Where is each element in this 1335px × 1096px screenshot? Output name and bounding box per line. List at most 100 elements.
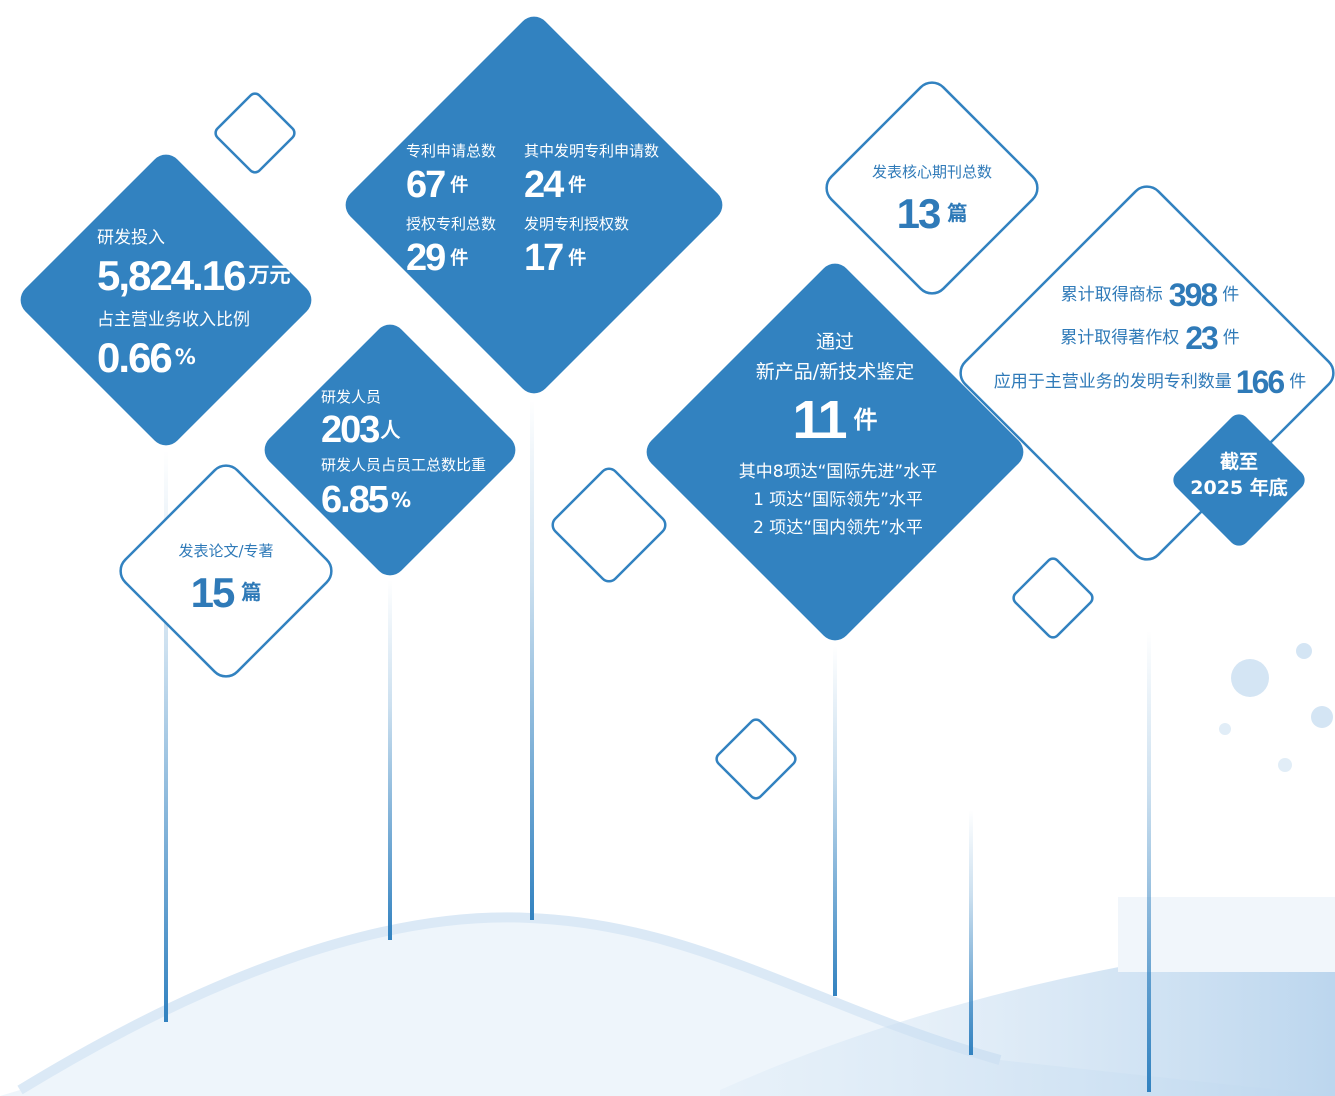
wave bbox=[0, 917, 1335, 1096]
count-line: 203 人 bbox=[321, 409, 401, 451]
label: 应用于主营业务的发明专利数量 bbox=[994, 372, 1232, 392]
diamond bbox=[214, 92, 296, 174]
label: 研发人员占员工总数比重 bbox=[321, 456, 486, 474]
detail: 1 项达“国际领先”水平 bbox=[753, 490, 923, 510]
label: 发表论文/专著 bbox=[178, 542, 273, 560]
value-line: 24 件 bbox=[524, 164, 586, 206]
unit: 人 bbox=[380, 418, 401, 442]
diamonds bbox=[20, 16, 1335, 800]
value: 67 bbox=[406, 164, 445, 206]
diamond bbox=[345, 16, 723, 394]
unit: % bbox=[391, 488, 411, 512]
label: 累计取得著作权 bbox=[1060, 328, 1179, 348]
diamond bbox=[825, 81, 1039, 295]
line: 新产品/新技术鉴定 bbox=[756, 361, 914, 383]
stem bbox=[388, 580, 392, 940]
dot bbox=[1311, 706, 1333, 728]
value-line: 13 篇 bbox=[897, 190, 968, 237]
diamond bbox=[119, 464, 333, 678]
value: 23 bbox=[1185, 320, 1218, 356]
diamond bbox=[1173, 414, 1305, 546]
unit: 篇 bbox=[240, 580, 261, 604]
ip: 累计取得商标 398 件 累计取得著作权 23 件 应用于主营业务的发明专利数量 166 件 bbox=[994, 277, 1306, 400]
label: 发明专利授权数 bbox=[524, 215, 629, 233]
ip-line: 应用于主营业务的发明专利数量 166 件 bbox=[994, 364, 1306, 400]
value: 24 bbox=[524, 164, 564, 206]
unit: 件 bbox=[568, 174, 586, 196]
stem bbox=[1147, 630, 1151, 1092]
stem bbox=[833, 646, 837, 996]
wave-line bbox=[17, 912, 1002, 1095]
ip-line: 累计取得商标 398 件 bbox=[1061, 277, 1239, 313]
papers: 发表论文/专著 15 篇 bbox=[178, 542, 273, 616]
value: 15 bbox=[191, 569, 235, 616]
ip-line: 累计取得著作权 23 件 bbox=[1060, 320, 1240, 356]
ratio: 0.66 bbox=[97, 334, 171, 381]
patents: 专利申请总数 其中发明专利申请数 67 件 24 件 授权专利总数 发明专利授权数 … bbox=[406, 142, 659, 279]
stems bbox=[164, 400, 1151, 1092]
unit: 万元 bbox=[248, 263, 291, 287]
label: 研发投入 bbox=[97, 228, 165, 248]
unit: 件 bbox=[1222, 285, 1239, 305]
value-line: 11 件 bbox=[792, 390, 877, 450]
rd-investment: 研发投入 5,824.16 万元 占主营业务收入比例 0.66% bbox=[97, 228, 291, 381]
dot bbox=[1231, 659, 1269, 697]
amount-line: 5,824.16 万元 bbox=[97, 252, 291, 299]
diamond bbox=[715, 718, 797, 800]
label: 专利申请总数 bbox=[406, 142, 496, 160]
background bbox=[0, 643, 1335, 1096]
unit: 件 bbox=[1223, 328, 1240, 348]
core-journals: 发表核心期刊总数 13 篇 bbox=[872, 163, 992, 237]
diamond bbox=[20, 154, 312, 446]
detail: 2 项达“国内领先”水平 bbox=[753, 518, 923, 538]
unit: 件 bbox=[450, 247, 468, 269]
unit: 篇 bbox=[946, 201, 967, 225]
value-line: 15 篇 bbox=[191, 569, 262, 616]
label: 研发人员 bbox=[321, 388, 381, 406]
detail: 其中8项达“国际先进”水平 bbox=[739, 462, 937, 482]
unit: % bbox=[175, 345, 196, 369]
unit: 件 bbox=[854, 406, 878, 434]
dot bbox=[1278, 758, 1292, 772]
ratio-line: 6.85% bbox=[321, 479, 411, 521]
diamond bbox=[264, 324, 516, 576]
value: 17 bbox=[524, 237, 563, 279]
dot bbox=[1219, 723, 1231, 735]
ratio: 6.85 bbox=[321, 479, 389, 521]
diamond bbox=[646, 263, 1024, 641]
unit: 件 bbox=[568, 247, 586, 269]
ratio-line: 0.66% bbox=[97, 334, 196, 381]
value-line: 17 件 bbox=[524, 237, 586, 279]
band bbox=[1118, 897, 1335, 972]
stem bbox=[164, 450, 168, 1022]
unit: 件 bbox=[1289, 372, 1306, 392]
wave bbox=[720, 935, 1335, 1096]
label: 占主营业务收入比例 bbox=[97, 310, 250, 330]
label: 其中发明专利申请数 bbox=[524, 142, 659, 160]
value: 398 bbox=[1169, 277, 1218, 313]
unit: 件 bbox=[450, 174, 468, 196]
value: 11 bbox=[792, 390, 846, 450]
value: 13 bbox=[897, 190, 940, 237]
value: 29 bbox=[406, 237, 445, 279]
line: 截至 bbox=[1220, 450, 1258, 473]
rd-personnel: 研发人员 203 人 研发人员占员工总数比重 6.85% bbox=[321, 388, 486, 521]
diamond bbox=[551, 467, 667, 583]
label: 累计取得商标 bbox=[1061, 285, 1163, 305]
count: 203 bbox=[321, 409, 379, 451]
stem bbox=[969, 810, 973, 1055]
line: 2025 年底 bbox=[1190, 476, 1288, 499]
diamond bbox=[1012, 557, 1094, 639]
label: 授权专利总数 bbox=[406, 215, 496, 233]
amount: 5,824.16 bbox=[97, 252, 245, 299]
appraisal: 通过 新产品/新技术鉴定 11 件 其中8项达“国际先进”水平 1 项达“国际领先… bbox=[739, 331, 937, 538]
value-line: 67 件 bbox=[406, 164, 468, 206]
dot bbox=[1296, 643, 1312, 659]
value-line: 29 件 bbox=[406, 237, 468, 279]
as-of: 截至 2025 年底 bbox=[1190, 450, 1288, 499]
value: 166 bbox=[1236, 364, 1285, 400]
stem bbox=[530, 400, 534, 920]
label: 发表核心期刊总数 bbox=[872, 163, 992, 181]
line: 通过 bbox=[816, 331, 854, 353]
